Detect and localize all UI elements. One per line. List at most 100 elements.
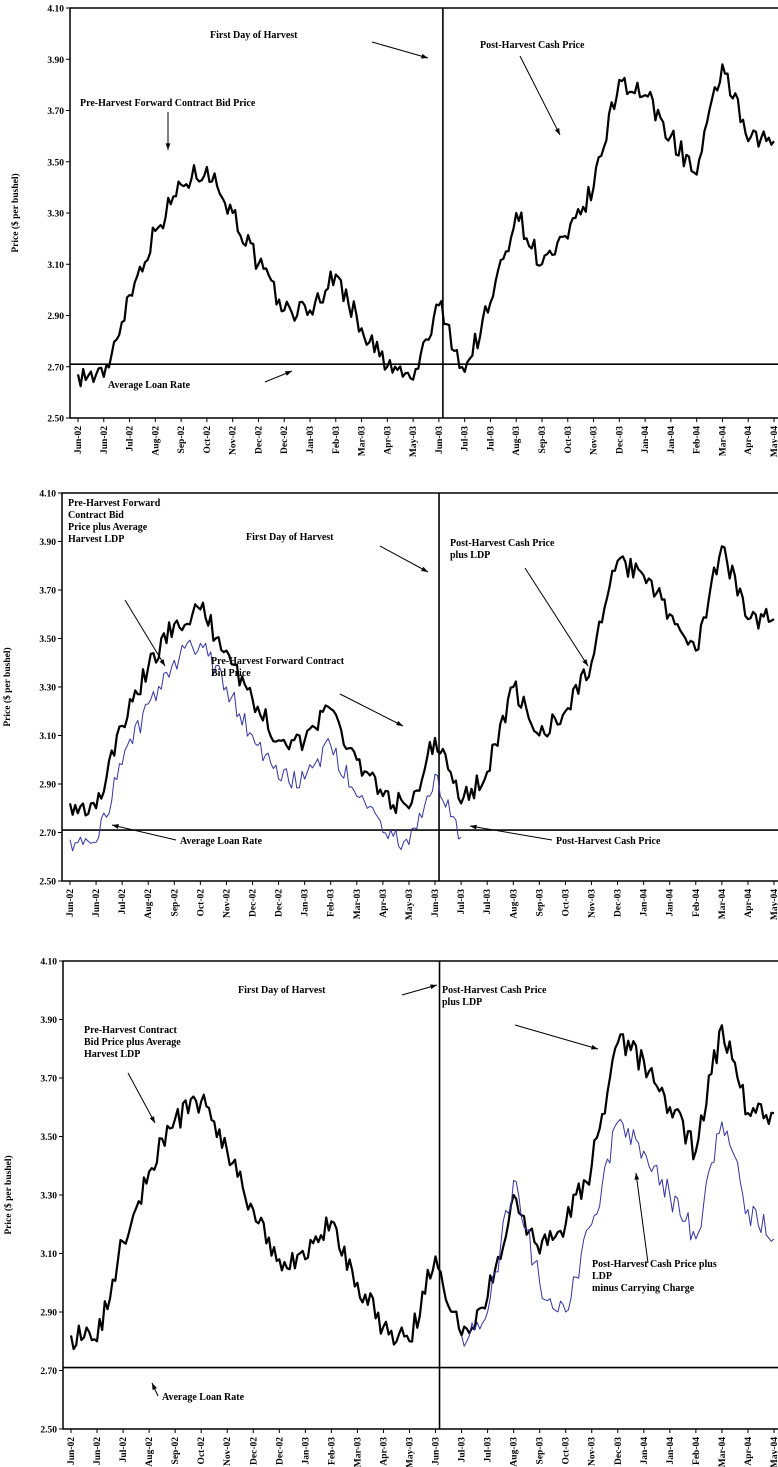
annotation-arrow bbox=[524, 567, 589, 667]
annotation-label: Pre-Harvest Contract Bid Price plus Avera… bbox=[84, 1025, 181, 1060]
x-tick-label: Apr-04 bbox=[744, 1437, 754, 1466]
x-tick-label: Aug-02 bbox=[145, 1437, 155, 1467]
y-tick-label: 2.70 bbox=[39, 829, 56, 839]
annotation-label: Pre-Harvest Forward Contract Bid Price plu… bbox=[68, 498, 161, 545]
arrow-head bbox=[591, 1044, 598, 1050]
y-tick-label: 3.50 bbox=[39, 635, 56, 645]
y-tick-label: 3.10 bbox=[47, 261, 64, 271]
x-tick-label: Nov-03 bbox=[588, 1437, 598, 1466]
x-tick-label: Oct-03 bbox=[562, 1437, 572, 1465]
x-tick-label: Oct-03 bbox=[561, 889, 571, 917]
x-tick-label: Jan-04 bbox=[667, 426, 677, 454]
x-tick-label: May-03 bbox=[409, 426, 419, 457]
x-tick-label: Oct-02 bbox=[197, 1437, 207, 1465]
y-tick-label: 3.70 bbox=[40, 1075, 57, 1085]
x-tick-label: Feb-03 bbox=[327, 889, 337, 917]
x-tick-label: Jan-03 bbox=[306, 426, 316, 454]
annotation-label: Pre-Harvest Forward Contract Bid Price bbox=[211, 656, 345, 679]
arrow-head bbox=[582, 659, 588, 666]
y-tick-label: 3.30 bbox=[47, 210, 64, 220]
x-tick-label: Dec-02 bbox=[249, 1437, 259, 1465]
x-tick-label: Jul-02 bbox=[119, 1437, 129, 1463]
series-line bbox=[68, 545, 775, 817]
arrow-head bbox=[430, 984, 437, 990]
x-tick-label: Feb-04 bbox=[692, 889, 702, 917]
x-tick-label: Sep-02 bbox=[177, 426, 187, 454]
y-tick-label: 3.50 bbox=[47, 158, 64, 168]
plot-frame bbox=[69, 7, 778, 419]
x-tick-label: Feb-04 bbox=[692, 1437, 702, 1465]
x-tick-label: Nov-03 bbox=[590, 426, 600, 455]
y-axis-label: Price ($ per bushel) bbox=[10, 173, 21, 252]
x-tick-label: Feb-03 bbox=[332, 426, 342, 454]
arrow-head bbox=[165, 143, 171, 150]
x-tick-label: Aug-02 bbox=[144, 889, 154, 919]
x-tick-label: Jun-02 bbox=[100, 426, 110, 454]
x-tick-label: Jul-03 bbox=[483, 889, 493, 915]
x-tick-label: Apr-04 bbox=[744, 426, 754, 455]
arrow-head bbox=[634, 1173, 640, 1180]
y-axis-label: Price ($ per bushel) bbox=[3, 1155, 14, 1234]
annotation-label: First Day of Harvest bbox=[238, 985, 326, 996]
annotation-label: First Day of Harvest bbox=[246, 532, 334, 543]
y-tick-label: 2.50 bbox=[39, 878, 56, 888]
plot-frame bbox=[61, 492, 778, 882]
annotation-arrow bbox=[514, 1024, 599, 1050]
chart-panel-2: 4.10 3.90 3.70 3.50 3.30 3.10 2.90 2.70 2.50 Pric… bbox=[0, 488, 778, 920]
chart-1-svg: 4.10 3.90 3.70 3.50 3.30 3.10 2.90 2.70 2.50 Pric… bbox=[10, 5, 778, 457]
y-tick-label: 4.10 bbox=[39, 490, 56, 500]
annotation-label: Post-Harvest Cash Price bbox=[480, 40, 585, 51]
annotation-arrow bbox=[519, 55, 561, 136]
x-tick-label: Mar-03 bbox=[358, 426, 368, 456]
x-tick-label: Nov-02 bbox=[223, 1437, 233, 1466]
x-tick-label: Mar-04 bbox=[718, 1437, 728, 1467]
x-tick-label: May-04 bbox=[770, 889, 778, 920]
annotation-arrow bbox=[379, 545, 429, 573]
annotation-label: Average Loan Rate bbox=[180, 836, 263, 847]
chart-panel-1: 4.10 3.90 3.70 3.50 3.30 3.10 2.90 2.70 2.50 Pric… bbox=[0, 0, 778, 457]
x-tick-label: Oct-02 bbox=[196, 889, 206, 917]
x-tick-label: Mar-04 bbox=[718, 426, 728, 456]
annotation-arrow bbox=[127, 1072, 156, 1124]
x-tick-label: Apr-03 bbox=[383, 426, 393, 455]
series-line bbox=[76, 63, 775, 388]
arrow-head bbox=[421, 566, 428, 572]
y-tick-label: 2.90 bbox=[39, 781, 56, 791]
y-tick-label: 3.30 bbox=[40, 1192, 57, 1202]
x-tick-label: Aug-03 bbox=[512, 426, 522, 456]
x-tick-label: Feb-04 bbox=[693, 426, 703, 454]
y-tick-label: 2.90 bbox=[40, 1309, 57, 1319]
x-tick-label: Nov-02 bbox=[222, 889, 232, 918]
x-tick-label: Jun-02 bbox=[92, 889, 102, 917]
y-tick-label: 4.10 bbox=[47, 5, 64, 15]
x-tick-label: Jul-02 bbox=[126, 426, 136, 452]
x-tick-label: Jan-04 bbox=[641, 426, 651, 454]
annotation-arrow bbox=[469, 825, 553, 841]
x-tick-label: Dec-02 bbox=[275, 1437, 285, 1465]
x-tick-label: May-03 bbox=[405, 1437, 415, 1467]
y-tick-label: 3.10 bbox=[40, 1250, 57, 1260]
annotation-label: Average Loan Rate bbox=[162, 1392, 245, 1403]
x-tick-label: Jan-03 bbox=[301, 1437, 311, 1465]
annotation-arrow bbox=[111, 824, 177, 841]
x-tick-label: May-04 bbox=[770, 1437, 778, 1467]
annotation-label: Average Loan Rate bbox=[108, 380, 191, 391]
x-tick-label: Jan-04 bbox=[640, 889, 650, 917]
x-tick-label: Dec-03 bbox=[614, 1437, 624, 1465]
y-tick-label: 2.50 bbox=[47, 415, 64, 425]
x-tick-label: Aug-02 bbox=[151, 426, 161, 456]
y-tick-label: 3.10 bbox=[39, 732, 56, 742]
annotation-arrow bbox=[124, 599, 166, 667]
x-tick-label: Dec-02 bbox=[249, 889, 259, 917]
x-tick-label: Dec-02 bbox=[275, 889, 285, 917]
x-tick-label: Apr-03 bbox=[379, 1437, 389, 1466]
x-tick-label: May-03 bbox=[405, 889, 415, 920]
arrow-head bbox=[152, 1383, 157, 1390]
chart-2-svg: 4.10 3.90 3.70 3.50 3.30 3.10 2.90 2.70 2.50 Pric… bbox=[2, 490, 778, 920]
x-tick-label: Sep-02 bbox=[170, 889, 180, 917]
x-tick-label: Apr-03 bbox=[379, 889, 389, 918]
x-tick-label: Jan-04 bbox=[666, 1437, 676, 1465]
x-tick-label: Jun-02 bbox=[66, 889, 76, 917]
x-tick-label: Apr-04 bbox=[744, 889, 754, 918]
x-tick-label: Mar-04 bbox=[718, 889, 728, 919]
